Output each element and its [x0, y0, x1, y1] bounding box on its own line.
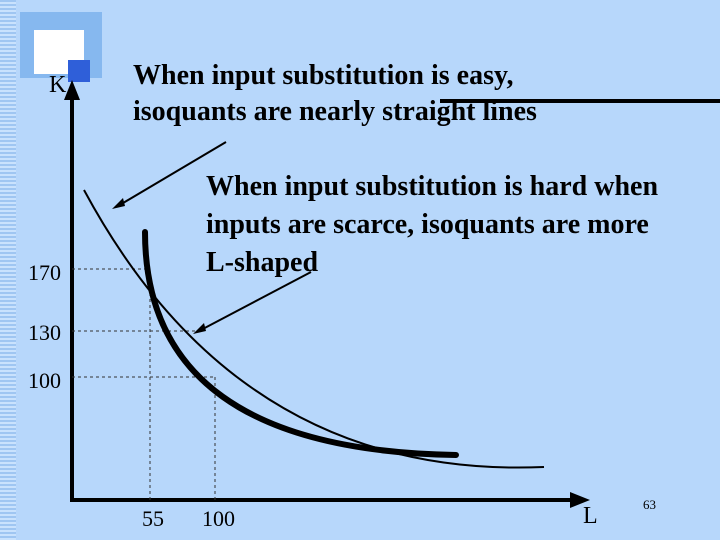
y-axis-arrowhead [64, 80, 80, 100]
arrow-to-lshaped-isoquant-head [193, 323, 206, 334]
y-tick-130: 130 [28, 320, 61, 345]
x-tick-100: 100 [202, 506, 235, 531]
x-axis-arrowhead [570, 492, 590, 508]
y-tick-170: 170 [28, 260, 61, 285]
title-rule [440, 99, 720, 103]
slide-logo-blue-square [68, 60, 90, 82]
y-tick-100: 100 [28, 368, 61, 393]
arrow-to-straight-isoquant-head [112, 198, 125, 209]
isoquant-easy-substitution [83, 189, 545, 469]
arrow-to-lshaped-isoquant [198, 271, 312, 332]
slide-page-number: 63 [643, 497, 656, 512]
x-tick-55: 55 [142, 506, 164, 531]
arrow-to-straight-isoquant [117, 141, 227, 207]
x-axis-label: L [583, 503, 598, 529]
y-axis-label: K [49, 72, 67, 98]
lshaped-annotation: When input substitution is hard when inp… [206, 171, 659, 278]
slide-title: When input substitution is easy, isoquan… [133, 60, 537, 127]
isoquant-hard-substitution [142, 229, 459, 458]
slide-left-stripe [0, 0, 16, 540]
